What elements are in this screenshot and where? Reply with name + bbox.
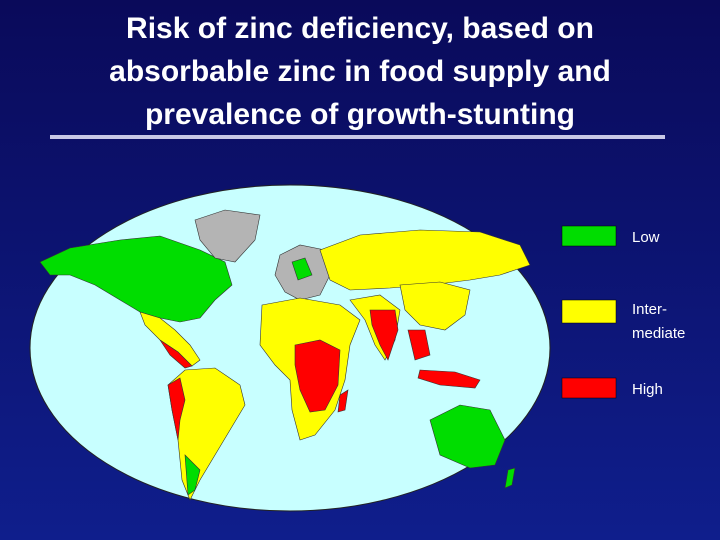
legend-swatch (561, 225, 617, 247)
legend-label: mediate (632, 325, 685, 342)
title-line: Risk of zinc deficiency, based on (126, 12, 594, 45)
legend: Low Inter-mediate High (561, 225, 685, 399)
title-line: prevalence of growth-stunting (145, 98, 575, 131)
legend-label: Low (632, 229, 660, 246)
legend-swatch (561, 299, 617, 324)
legend-swatch (561, 377, 617, 399)
title: Risk of zinc deficiency, based on absorba… (109, 12, 611, 131)
legend-label: Inter- (632, 301, 667, 318)
legend-label: High (632, 381, 663, 398)
map-land (39, 209, 531, 501)
title-line: absorbable zinc in food supply and (109, 55, 611, 88)
